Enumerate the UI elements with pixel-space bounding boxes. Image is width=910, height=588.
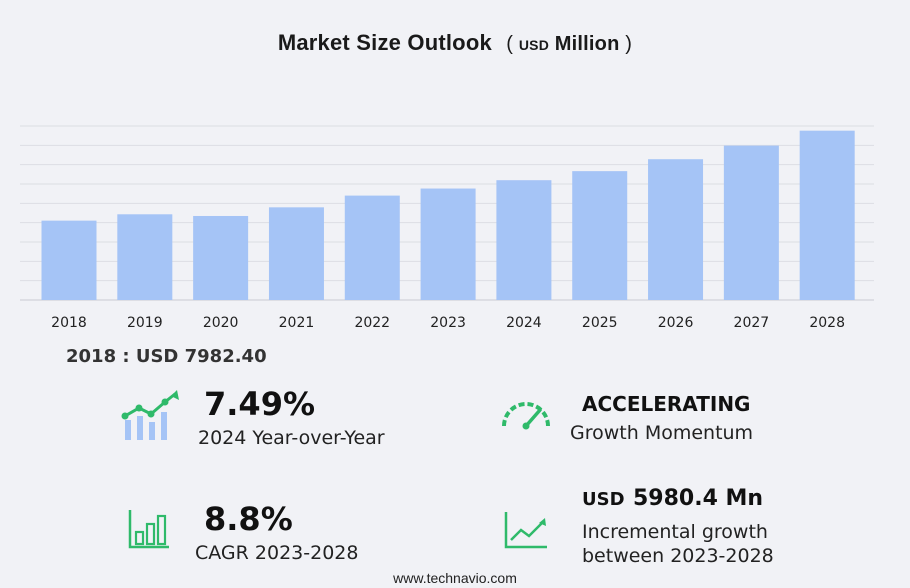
x-tick-label: 2024 — [506, 315, 542, 331]
unit-small: USD — [518, 37, 550, 53]
stat-yoy: 7.49% — [204, 385, 315, 423]
bar-2019 — [117, 214, 173, 300]
bar-2028 — [799, 130, 855, 300]
paren-open: ( — [506, 33, 514, 55]
x-tick-label: 2028 — [809, 315, 845, 331]
momentum-value: ACCELERATING — [582, 392, 751, 416]
incremental-prefix: USD — [582, 489, 625, 510]
footer-url: www.technavio.com — [393, 570, 517, 586]
bar-chart: 2018 2019 2020 2021 2022 2023 2024 2025 2026 2027… — [20, 125, 874, 331]
x-tick-label: 2022 — [354, 315, 390, 331]
bar-2022 — [344, 195, 400, 300]
x-tick-label: 2023 — [430, 315, 466, 331]
bar-2018 — [41, 220, 97, 300]
stat-momentum: ACCELERATING — [582, 392, 750, 416]
bar-2024 — [496, 180, 552, 300]
bar-2023 — [420, 188, 476, 300]
bar-2027 — [723, 145, 779, 300]
x-tick-label: 2019 — [127, 315, 163, 331]
x-tick-label: 2027 — [734, 315, 770, 331]
x-tick-label: 2025 — [582, 315, 618, 331]
incremental-caption-1: Incremental growth — [582, 521, 768, 543]
bar-chart-icon — [128, 510, 169, 549]
base-year-value: 2018 : USD 7982.40 — [66, 346, 267, 367]
x-tick-label: 2020 — [203, 315, 239, 331]
incremental-value: 5980.4 Mn — [632, 486, 764, 511]
stat-cagr-caption-wrap: CAGR 2023-2028 — [195, 542, 358, 564]
bar-2021 — [268, 207, 324, 300]
yoy-value: 7.49% — [204, 385, 316, 423]
growth-chart-icon — [121, 390, 179, 440]
stat-incremental: USD 5980.4 Mn — [582, 486, 763, 511]
cagr-caption: CAGR 2023-2028 — [195, 542, 359, 564]
bar-2026 — [648, 159, 704, 300]
paren-close: ) — [625, 33, 633, 55]
stat-incremental-caption-wrap: Incremental growth between 2023-2028 — [582, 521, 774, 567]
x-tick-label: 2026 — [658, 315, 694, 331]
chart-title: Market Size Outlook ( USD Million ) — [0, 30, 910, 56]
yoy-caption: 2024 Year-over-Year — [198, 427, 385, 449]
cagr-value: 8.8% — [204, 500, 293, 538]
chart-title-unit: ( USD Million ) — [506, 33, 632, 55]
incremental-caption-2: between 2023-2028 — [582, 545, 774, 567]
stat-cagr: 8.8% — [204, 500, 293, 538]
speedometer-icon — [502, 402, 550, 430]
x-tick-label: 2021 — [279, 315, 315, 331]
momentum-caption: Growth Momentum — [570, 422, 754, 444]
stat-momentum-caption-wrap: Growth Momentum — [570, 422, 753, 444]
chart-title-main: Market Size Outlook — [277, 30, 492, 55]
bar-2025 — [572, 171, 628, 300]
stat-yoy-caption-wrap: 2024 Year-over-Year — [198, 427, 385, 449]
line-trend-icon — [504, 512, 547, 549]
bar-2020 — [193, 215, 249, 300]
x-tick-label: 2018 — [51, 315, 87, 331]
unit-label: Million — [554, 33, 620, 55]
